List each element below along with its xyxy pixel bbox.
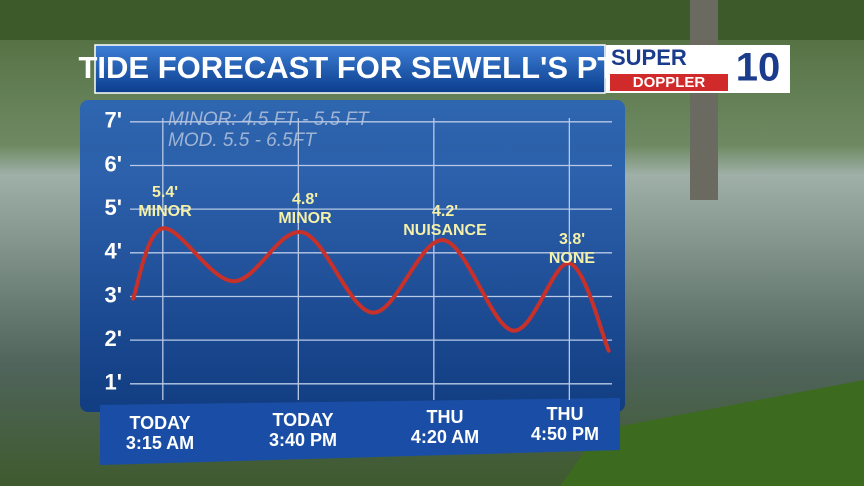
y-tick-label: 5' bbox=[105, 195, 122, 220]
title: TIDE FORECAST FOR SEWELL'S PT. bbox=[79, 50, 622, 85]
x-tick-label: THU bbox=[427, 407, 464, 427]
annotation: 4.8' bbox=[292, 191, 318, 208]
y-tick-label: 6' bbox=[105, 151, 122, 176]
y-tick-label: 7' bbox=[105, 108, 122, 133]
y-tick-label: 1' bbox=[105, 370, 122, 395]
logo-band bbox=[610, 74, 728, 91]
x-tick-label: 4:50 PM bbox=[531, 424, 599, 444]
annotation: NUISANCE bbox=[403, 222, 487, 239]
tree-line bbox=[0, 0, 864, 40]
logo-top: SUPER bbox=[611, 45, 687, 70]
x-tick-label: TODAY bbox=[272, 410, 333, 430]
x-tick-label: THU bbox=[547, 404, 584, 424]
annotation: 3.8' bbox=[559, 231, 585, 248]
y-tick-label: 2' bbox=[105, 326, 122, 351]
y-tick-label: 4' bbox=[105, 239, 122, 264]
annotation: 5.4' bbox=[152, 184, 178, 201]
tide-line bbox=[131, 226, 611, 353]
logo-number: 10 bbox=[736, 46, 781, 90]
x-tick-label: 3:40 PM bbox=[269, 430, 337, 450]
annotation: MINOR bbox=[138, 203, 192, 220]
pole bbox=[690, 0, 718, 200]
x-tick-label: 4:20 AM bbox=[411, 427, 479, 447]
logo-bottom: DOPPLER bbox=[633, 74, 706, 91]
x-tick-label: 3:15 AM bbox=[126, 433, 194, 453]
y-tick-label: 3' bbox=[105, 282, 122, 307]
annotation: 4.2' bbox=[432, 203, 458, 220]
note: MOD. 5.5 - 6.5FT bbox=[168, 130, 317, 151]
note: MINOR: 4.5 FT - 5.5 FT bbox=[168, 109, 370, 130]
x-tick-label: TODAY bbox=[129, 413, 190, 433]
annotation: NONE bbox=[549, 250, 596, 267]
annotation: MINOR bbox=[278, 210, 332, 227]
title-banner bbox=[94, 44, 606, 94]
chart-panel bbox=[80, 100, 625, 412]
grass bbox=[560, 380, 864, 486]
x-label-band bbox=[100, 398, 620, 465]
